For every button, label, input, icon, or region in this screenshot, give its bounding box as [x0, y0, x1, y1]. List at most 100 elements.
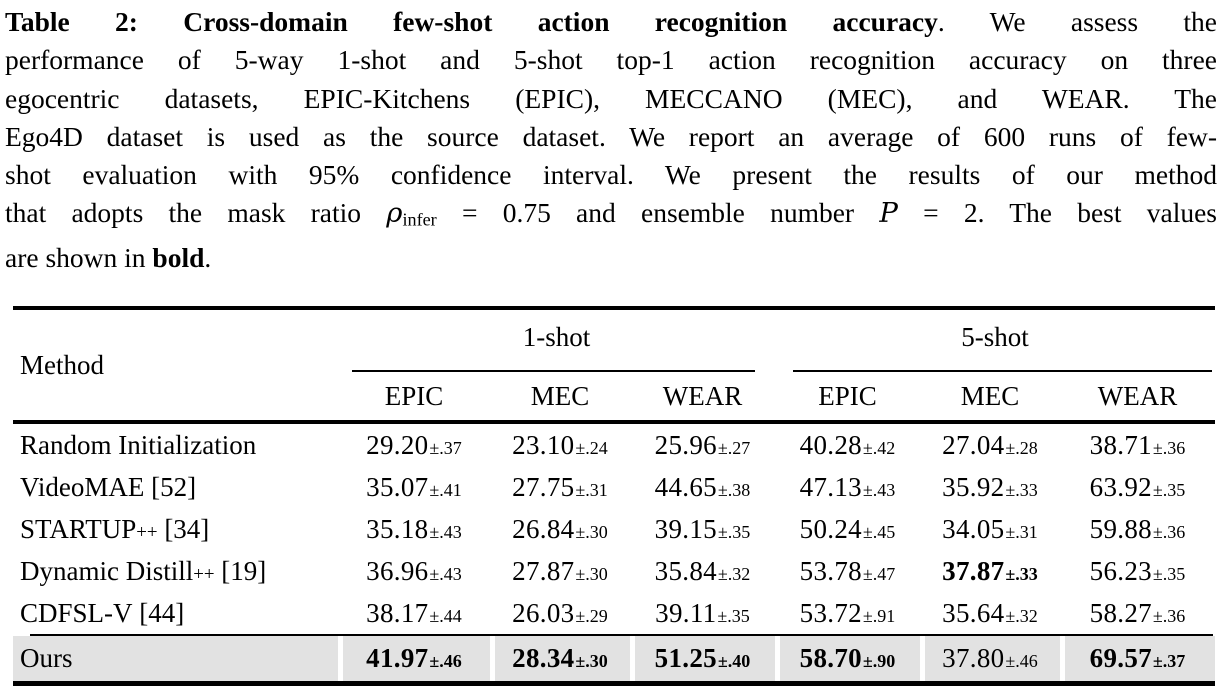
value-cell: 35.18 ±.43	[338, 508, 490, 550]
value-cell: 58.70 ±.90	[775, 636, 920, 681]
method-cell: Dynamic Distill ++ [19]	[13, 550, 338, 592]
confidence-interval: ±.35	[717, 605, 750, 626]
confidence-interval: ±.91	[862, 605, 896, 626]
value-cell: 63.92 ±.35	[1060, 466, 1215, 508]
confidence-interval: ±.32	[1005, 605, 1038, 626]
value-cell: 26.03 ±.29	[490, 592, 630, 634]
method-cell: Ours	[13, 636, 338, 681]
confidence-interval: ±.43	[429, 563, 462, 584]
caption-line: performance of 5-way 1-shot and 5-shot t…	[5, 41, 1217, 79]
value-cell: 35.64 ±.32	[920, 592, 1060, 634]
value-cell: 56.23 ±.35	[1060, 550, 1215, 592]
method-citation: [44]	[132, 597, 185, 628]
value-cell: 35.07 ±.41	[338, 466, 490, 508]
confidence-interval: ±.35	[717, 521, 751, 542]
table-row: Random Initialization 29.20 ±.37 23.10 ±.24 2…	[13, 424, 1215, 466]
accuracy-value: 39.11	[655, 597, 717, 628]
caption-text-run: egocentric datasets, EPIC-Kitchens (EPIC…	[5, 82, 1217, 114]
value-cell: 36.96 ±.43	[338, 550, 490, 592]
bottom-rule	[13, 681, 1215, 686]
method-header: Method	[20, 349, 104, 380]
value-cell: 44.65 ±.38	[630, 466, 775, 508]
caption-text-run: . We assess the	[937, 6, 1217, 37]
method-cell: CDFSL-V [44]	[13, 592, 338, 634]
col-header-5shot-mec: MEC	[960, 380, 1020, 411]
value-cell: 27.04 ±.28	[920, 424, 1060, 466]
accuracy-value: 44.65	[654, 471, 717, 502]
caption-text-run: infer	[402, 209, 437, 230]
value-cell: 53.72 ±.91	[775, 592, 920, 634]
confidence-interval: ±.37	[1152, 651, 1186, 671]
table-row: STARTUP ++ [34] 35.18 ±.43 26.84 ±.30 39.15 ±.3…	[13, 508, 1215, 550]
col-header-5shot-epic: EPIC	[818, 380, 877, 411]
value-cell: 38.17 ±.44	[338, 592, 490, 634]
accuracy-value: 23.10	[512, 429, 575, 460]
accuracy-value: 35.18	[366, 513, 429, 544]
caption-text-run: Table 2: Cross-domain few-shot action re…	[5, 6, 938, 37]
confidence-interval: ±.37	[429, 437, 462, 458]
confidence-interval: ±.46	[429, 651, 462, 671]
caption-line: shot evaluation with 95% confidence inte…	[5, 156, 1217, 194]
confidence-interval: ±.36	[1152, 521, 1186, 542]
table-body: Random Initialization 29.20 ±.37 23.10 ±.24 2…	[13, 424, 1215, 634]
confidence-interval: ±.41	[429, 479, 462, 500]
confidence-interval: ±.43	[862, 479, 896, 500]
accuracy-value: 27.04	[942, 429, 1005, 460]
accuracy-value: 40.28	[799, 429, 862, 460]
accuracy-value: 27.75	[512, 471, 575, 502]
accuracy-value: 63.92	[1089, 471, 1152, 502]
accuracy-value: 39.15	[654, 513, 717, 544]
confidence-interval: ±.46	[1005, 651, 1038, 671]
accuracy-value: 27.87	[512, 555, 575, 586]
method-cell: Random Initialization	[13, 424, 338, 466]
accuracy-value: 28.34	[512, 643, 575, 673]
confidence-interval: ±.36	[1152, 605, 1186, 626]
ours-row-container: Ours 41.97 ±.46 28.34 ±.30 51.25 ±.40 58.70 ±.90…	[13, 636, 1215, 681]
method-name: Random Initialization	[20, 429, 257, 460]
table-caption: Table 2: Cross-domain few-shot action re…	[5, 3, 1217, 277]
caption-text-run: = 2. The best values	[897, 197, 1217, 229]
accuracy-value: 35.64	[942, 597, 1005, 628]
accuracy-value: 47.13	[799, 471, 862, 502]
confidence-interval: ±.35	[1152, 563, 1186, 584]
value-cell: 53.78 ±.47	[775, 550, 920, 592]
method-cell: STARTUP ++ [34]	[13, 508, 338, 550]
accuracy-value: 41.97	[366, 643, 429, 673]
value-cell: 27.87 ±.30	[490, 550, 630, 592]
group-label-5shot: 5-shot	[961, 321, 1029, 352]
confidence-interval: ±.45	[862, 521, 896, 542]
caption-text-run: = 0.75 and ensemble number	[436, 197, 880, 229]
value-cell: 23.10 ±.24	[490, 424, 630, 466]
value-cell: 39.11 ±.35	[630, 592, 775, 634]
accuracy-value: 59.88	[1089, 513, 1152, 544]
caption-text-run: that adopts the mask ratio	[5, 197, 387, 229]
confidence-interval: ±.31	[1005, 521, 1038, 542]
group-label-1shot: 1-shot	[522, 321, 591, 352]
accuracy-value: 50.24	[799, 513, 862, 544]
method-name: VideoMAE	[20, 471, 145, 502]
value-cell: 58.27 ±.36	[1060, 592, 1215, 634]
value-cell: 28.34 ±.30	[490, 636, 630, 681]
table-row: CDFSL-V [44] 38.17 ±.44 26.03 ±.29 39.11 ±.35 5…	[13, 592, 1215, 634]
method-citation: [34]	[157, 513, 210, 544]
value-cell: 50.24 ±.45	[775, 508, 920, 550]
confidence-interval: ±.30	[575, 651, 608, 671]
col-header-5shot-wear: WEAR	[1097, 380, 1178, 411]
accuracy-value: 53.72	[799, 597, 862, 628]
confidence-interval: ±.31	[575, 479, 608, 500]
value-cell: 39.15 ±.35	[630, 508, 775, 550]
cmidrule-1shot	[352, 370, 755, 372]
method-citation: [52]	[144, 471, 197, 502]
confidence-interval: ±.33	[1005, 563, 1038, 584]
accuracy-value: 29.20	[366, 429, 429, 460]
col-header-1shot-wear: WEAR	[662, 380, 743, 411]
confidence-interval: ±.24	[575, 437, 608, 458]
confidence-interval: ±.44	[429, 605, 462, 626]
confidence-interval: ±.32	[717, 563, 751, 584]
value-cell: 34.05 ±.31	[920, 508, 1060, 550]
accuracy-value: 34.05	[942, 513, 1005, 544]
value-cell: 37.80 ±.46	[920, 636, 1060, 681]
caption-text-run: bold	[152, 242, 205, 274]
method-name: STARTUP	[20, 513, 137, 544]
